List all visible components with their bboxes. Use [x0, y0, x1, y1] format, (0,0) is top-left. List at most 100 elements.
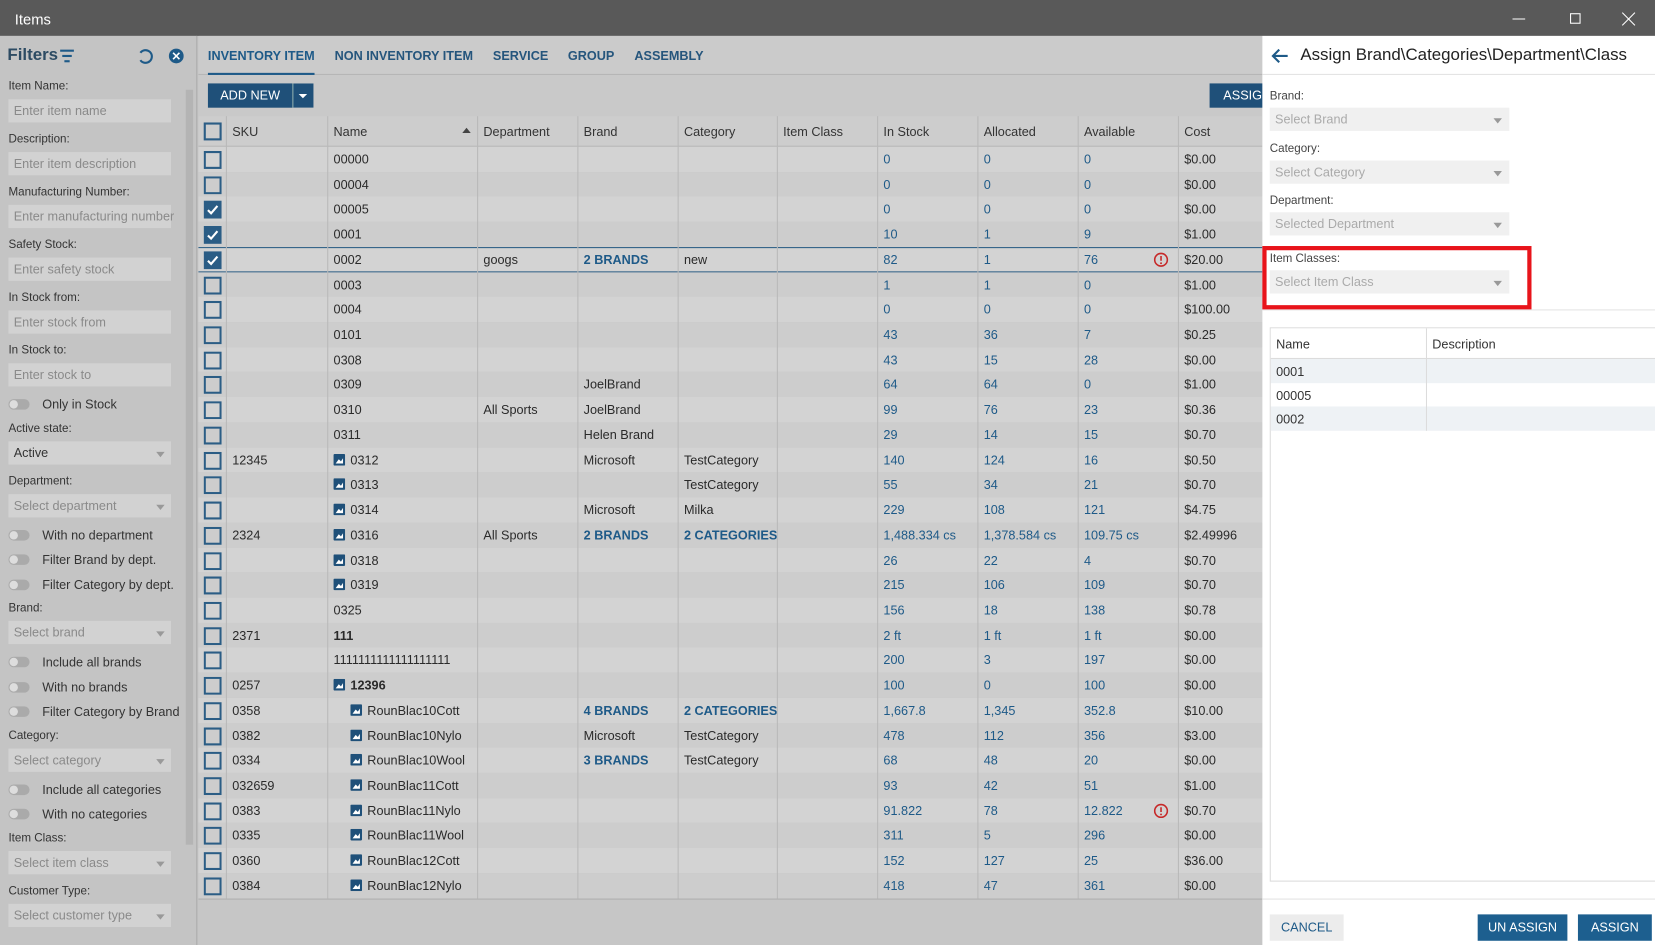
select-box[interactable]: Selected Department	[1269, 212, 1510, 236]
row-checkbox[interactable]	[203, 877, 222, 896]
table-row[interactable]	[198, 597, 1263, 623]
row-checkbox[interactable]	[203, 150, 222, 169]
row-checkbox[interactable]	[203, 276, 222, 295]
row-checkbox[interactable]	[203, 201, 222, 220]
row-checkbox[interactable]	[203, 351, 222, 370]
table-row[interactable]	[198, 372, 1263, 398]
toggle[interactable]	[8, 656, 31, 669]
column-header[interactable]: Department	[483, 124, 550, 140]
row-checkbox[interactable]	[203, 376, 222, 395]
add-new-button[interactable]: ADD NEW	[207, 83, 293, 108]
grid-row[interactable]	[1270, 406, 1655, 431]
filter-icons[interactable]	[58, 46, 190, 65]
row-checkbox[interactable]	[203, 802, 222, 821]
select-box[interactable]: Select Category	[1269, 160, 1510, 184]
row-checkbox[interactable]	[203, 701, 222, 720]
table-row[interactable]	[198, 447, 1263, 473]
table-row[interactable]	[198, 672, 1263, 698]
assign-confirm-button[interactable]: ASSIGN	[1577, 914, 1652, 941]
select-box[interactable]: Select Brand	[1269, 107, 1510, 131]
table-row[interactable]	[198, 422, 1263, 448]
table-row[interactable]	[198, 622, 1263, 648]
table-row[interactable]	[198, 271, 1263, 298]
table-row[interactable]	[198, 472, 1263, 498]
column-header[interactable]: Category	[683, 124, 736, 140]
grid-row[interactable]	[1270, 358, 1655, 383]
toggle[interactable]	[8, 808, 31, 821]
table-row[interactable]	[198, 347, 1263, 373]
cancel-button[interactable]: CANCEL	[1269, 914, 1344, 941]
grid-row[interactable]	[1270, 382, 1655, 407]
row-checkbox[interactable]	[203, 601, 222, 620]
row-checkbox[interactable]	[203, 827, 222, 846]
select-box[interactable]: Select category	[8, 748, 171, 772]
toggle[interactable]	[8, 705, 31, 718]
table-row[interactable]	[198, 297, 1263, 323]
column-header[interactable]: Cost	[1184, 124, 1211, 140]
row-checkbox[interactable]	[203, 301, 222, 320]
table-row[interactable]	[198, 171, 1263, 197]
table-row[interactable]	[198, 246, 1263, 272]
scrollbar[interactable]	[185, 89, 194, 845]
text-input[interactable]: Enter stock to	[8, 363, 171, 387]
tab[interactable]: INVENTORY ITEM	[207, 48, 315, 64]
unassign-button[interactable]: UN ASSIGN	[1477, 914, 1568, 941]
text-input[interactable]: Enter item name	[8, 99, 171, 123]
table-row[interactable]	[198, 873, 1263, 899]
row-checkbox[interactable]	[203, 426, 222, 445]
column-header[interactable]: Item Class	[783, 124, 843, 140]
row-checkbox[interactable]	[203, 752, 222, 771]
select-box[interactable]: Select brand	[8, 620, 171, 645]
table-row[interactable]	[198, 722, 1263, 748]
row-checkbox[interactable]	[203, 626, 222, 645]
row-checkbox[interactable]	[203, 676, 222, 695]
toggle[interactable]	[8, 578, 31, 591]
select-box[interactable]: Select customer type	[8, 903, 171, 927]
row-checkbox[interactable]	[203, 401, 222, 420]
row-checkbox[interactable]	[203, 451, 222, 470]
toggle[interactable]	[8, 681, 31, 694]
table-row[interactable]	[198, 322, 1263, 348]
tab[interactable]: SERVICE	[492, 48, 549, 64]
table-row[interactable]	[198, 146, 1263, 172]
row-checkbox[interactable]	[203, 251, 222, 270]
select-box[interactable]: Select item class	[8, 850, 171, 874]
sort-indicator[interactable]	[460, 125, 473, 136]
column-header[interactable]: Brand	[583, 124, 618, 140]
table-row[interactable]	[198, 572, 1263, 598]
table-row[interactable]	[198, 647, 1263, 673]
row-checkbox[interactable]	[203, 526, 222, 545]
header-checkbox[interactable]	[203, 122, 222, 141]
table-row[interactable]	[198, 848, 1263, 874]
row-checkbox[interactable]	[203, 326, 222, 345]
toggle[interactable]	[8, 398, 31, 411]
column-header[interactable]: In Stock	[883, 124, 930, 140]
toggle[interactable]	[8, 553, 31, 566]
row-checkbox[interactable]	[203, 551, 222, 570]
window-controls[interactable]	[1504, 8, 1652, 29]
table-row[interactable]	[198, 196, 1263, 222]
row-checkbox[interactable]	[203, 476, 222, 495]
row-checkbox[interactable]	[203, 777, 222, 796]
select-box[interactable]: Select Item Class	[1269, 270, 1510, 294]
column-header[interactable]: Name	[333, 124, 368, 140]
table-row[interactable]	[198, 547, 1263, 573]
column-header[interactable]: Available	[1083, 124, 1136, 140]
text-input[interactable]: Enter manufacturing number	[8, 204, 174, 229]
column-header[interactable]: Allocated	[983, 124, 1036, 140]
text-input[interactable]: Enter item description	[8, 152, 171, 176]
text-input[interactable]: Enter safety stock	[8, 257, 171, 281]
row-checkbox[interactable]	[203, 727, 222, 745]
tab[interactable]: ASSEMBLY	[634, 48, 704, 64]
table-row[interactable]	[198, 772, 1263, 798]
toggle[interactable]	[8, 528, 31, 541]
table-row[interactable]	[198, 797, 1263, 823]
table-row[interactable]	[198, 497, 1263, 523]
table-row[interactable]	[198, 221, 1263, 247]
row-checkbox[interactable]	[203, 226, 222, 245]
column-header[interactable]: SKU	[232, 124, 259, 140]
table-row[interactable]	[198, 697, 1263, 723]
table-row[interactable]	[198, 522, 1263, 548]
row-checkbox[interactable]	[203, 576, 222, 595]
row-checkbox[interactable]	[203, 501, 222, 520]
